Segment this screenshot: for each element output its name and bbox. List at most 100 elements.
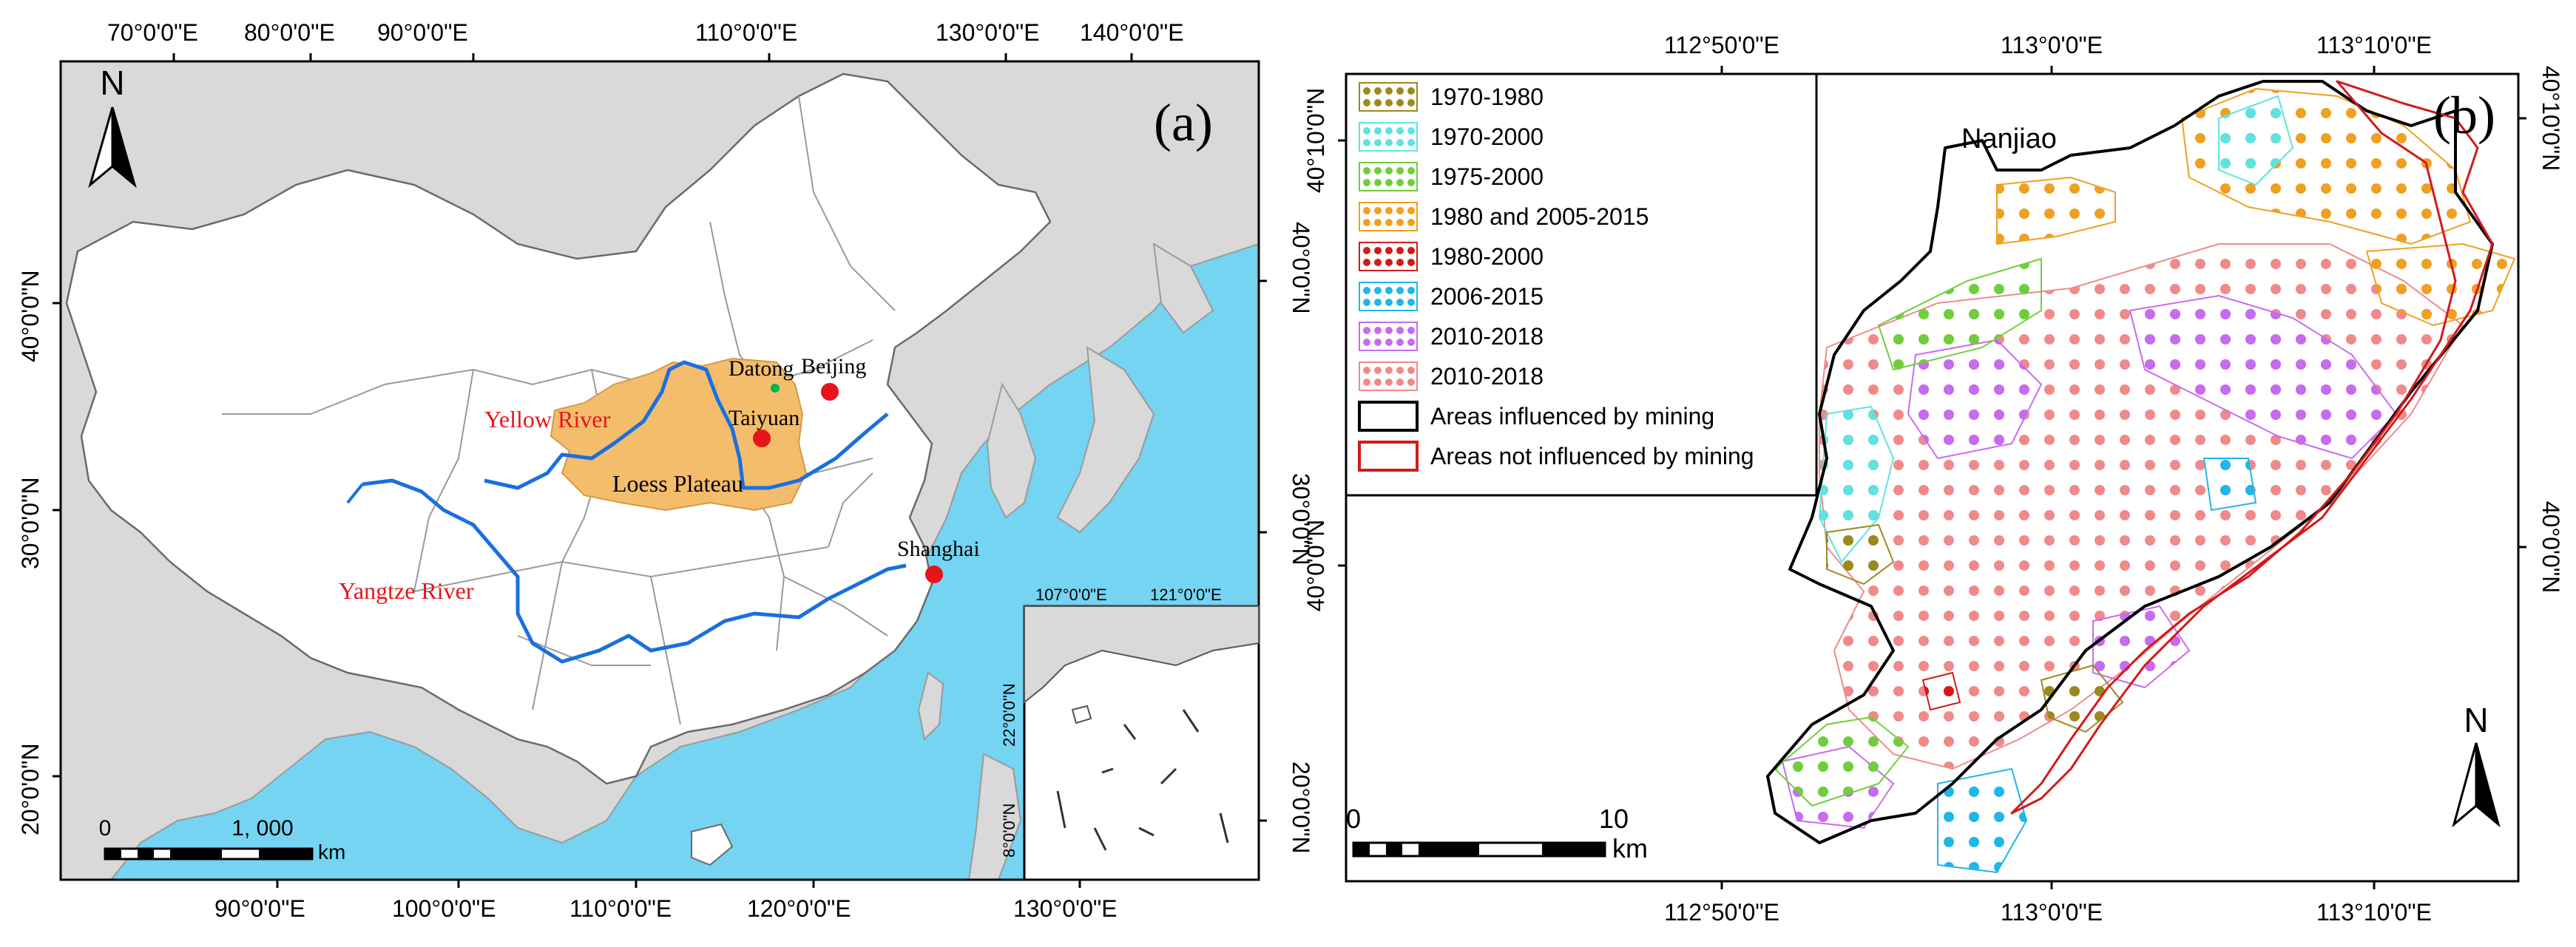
yangtze-source xyxy=(346,483,364,504)
legend-swatch xyxy=(1359,242,1418,271)
inset-left-tick-1: 22°0'0"N xyxy=(1000,683,1018,747)
a-top-tick-6: 140°0'0"E xyxy=(1080,19,1184,46)
legend-label: 1980-2000 xyxy=(1430,243,1544,270)
ticks-b xyxy=(1338,66,2526,889)
legend-label: 2010-2018 xyxy=(1430,363,1544,390)
svg-text:N: N xyxy=(2464,701,2488,739)
yangtze-river-line xyxy=(362,478,907,664)
ticks-a xyxy=(53,53,1267,888)
legend-label: Areas influenced by mining xyxy=(1430,403,1714,430)
inset-top-tick-1: 107°0'0"E xyxy=(1035,585,1107,604)
label-yellow-river: Yellow River xyxy=(484,406,610,432)
patch-1970-1980-olive xyxy=(1826,523,1895,585)
patch-1975-2000-green-2 xyxy=(1774,716,1910,807)
patch-2010-2018-purple xyxy=(2129,294,2398,460)
legend-item: 1970-2000 xyxy=(1359,122,1544,152)
scale-bar-a: 0 1, 000 km xyxy=(99,816,346,863)
a-left-tick-1: 40°0'0"N xyxy=(17,270,44,362)
legend: 1970-1980 1970-2000 1975-2000 1980 and 2005… xyxy=(1345,72,1818,497)
legend-item: Areas not influenced by mining xyxy=(1358,441,1754,472)
legend-swatch xyxy=(1359,362,1418,391)
north-arrow-b: N xyxy=(2452,701,2501,828)
label-taiyuan: Taiyuan xyxy=(728,406,799,430)
shanghai-dot xyxy=(925,566,943,583)
a-right-tick-3: 20°0'0"N xyxy=(1288,761,1314,854)
svg-text:1, 000: 1, 000 xyxy=(231,816,293,841)
label-loess-plateau: Loess Plateau xyxy=(612,470,743,497)
yellow-river-line xyxy=(484,360,889,490)
legend-swatch xyxy=(1359,322,1418,351)
panel-b-letter: (b) xyxy=(2433,86,2495,145)
a-bottom-tick-3: 110°0'0"E xyxy=(569,895,672,922)
b-right-tick-2: 40°0'0"N xyxy=(2538,501,2564,594)
boundary-mining-influenced xyxy=(1766,80,2494,844)
legend-swatch xyxy=(1359,162,1418,191)
a-top-tick-3: 90°0'0"E xyxy=(377,19,468,46)
svg-text:km: km xyxy=(318,841,345,863)
svg-text:0: 0 xyxy=(99,816,112,841)
panel-a-frame xyxy=(59,60,1260,881)
label-shanghai: Shanghai xyxy=(897,537,980,561)
patch-1970-2000-cyan-2 xyxy=(2218,95,2294,186)
svg-text:km: km xyxy=(1612,833,1648,863)
legend-item: 1970-1980 xyxy=(1359,82,1544,112)
a-bottom-tick-1: 90°0'0"E xyxy=(214,895,305,922)
legend-item: Areas influenced by mining xyxy=(1358,401,1714,432)
svg-text:0: 0 xyxy=(1346,804,1361,834)
datong-dot xyxy=(771,384,780,393)
legend-swatch xyxy=(1359,282,1418,311)
korea-japan xyxy=(986,242,1214,534)
inset-left-tick-2: 8°0'0"N xyxy=(1000,804,1018,858)
b-top-tick-2: 113°0'0"E xyxy=(2001,32,2103,58)
a-bottom-tick-2: 100°0'0"E xyxy=(392,895,496,922)
label-beijing: Beijing xyxy=(801,354,866,379)
scale-bar-b: 0 10 km xyxy=(1346,804,1648,863)
legend-label: 1970-1980 xyxy=(1430,84,1544,110)
b-top-tick-3: 113°10'0"E xyxy=(2316,32,2432,58)
legend-item: 2010-2018 xyxy=(1359,362,1544,391)
legend-item: 1975-2000 xyxy=(1359,162,1544,191)
hainan-island xyxy=(691,823,734,866)
b-bottom-tick-2: 113°0'0"E xyxy=(2001,899,2103,926)
legend-item: 2010-2018 xyxy=(1359,322,1544,351)
label-datong: Datong xyxy=(728,356,794,381)
panel-a-letter: (a) xyxy=(1154,93,1213,152)
b-bottom-tick-3: 113°10'0"E xyxy=(2316,899,2432,926)
patch-2006-2015-blue xyxy=(1937,767,2028,874)
patch-1970-2000-cyan xyxy=(1818,405,1895,563)
a-left-tick-2: 30°0'0"N xyxy=(17,477,44,569)
legend-label: 1975-2000 xyxy=(1430,163,1544,190)
a-right-tick-1: 40°0'0"N xyxy=(1288,222,1314,314)
legend-swatch xyxy=(1358,401,1419,432)
legend-label: Areas not influenced by mining xyxy=(1430,443,1754,469)
legend-label: 2006-2015 xyxy=(1430,283,1544,310)
legend-swatch xyxy=(1359,122,1418,152)
boundary-not-influenced xyxy=(2010,80,2494,815)
b-right-tick-1: 40°10'0"N xyxy=(2538,66,2564,171)
a-top-tick-2: 80°0'0"E xyxy=(244,19,335,46)
legend-item: 1980 and 2005-2015 xyxy=(1359,202,1649,231)
b-left-tick-2: 40°0'0"N xyxy=(1302,520,1329,612)
beijing-dot xyxy=(821,383,839,401)
north-arrow-a: N xyxy=(88,64,137,189)
b-bottom-tick-1: 112°50'0"E xyxy=(1664,899,1779,926)
a-bottom-tick-5: 130°0'0"E xyxy=(1013,895,1118,922)
legend-label: 1980 and 2005-2015 xyxy=(1430,203,1649,230)
label-nanjiao: Nanjiao xyxy=(1961,123,2057,155)
a-right-tick-2: 30°0'0"N xyxy=(1288,473,1314,566)
legend-swatch xyxy=(1359,202,1418,231)
taiwan xyxy=(917,671,944,741)
a-left-tick-3: 20°0'0"N xyxy=(17,743,44,835)
legend-swatch xyxy=(1359,82,1418,112)
panel-b-map: 1970-1980 1970-2000 1975-2000 1980 and 2005… xyxy=(1302,32,2564,926)
patch-2006-2015-blue-2 xyxy=(2203,458,2257,512)
mining-patches xyxy=(1774,87,2516,874)
legend-label: 1970-2000 xyxy=(1430,123,1544,150)
svg-text:N: N xyxy=(100,64,124,102)
label-yangtze-river: Yangtze River xyxy=(339,577,474,604)
a-bottom-tick-4: 120°0'0"E xyxy=(747,895,851,922)
inset-top-tick-2: 121°0'0"E xyxy=(1150,585,1222,604)
b-top-tick-1: 112°50'0"E xyxy=(1664,32,1779,58)
legend-label: 2010-2018 xyxy=(1430,323,1544,350)
